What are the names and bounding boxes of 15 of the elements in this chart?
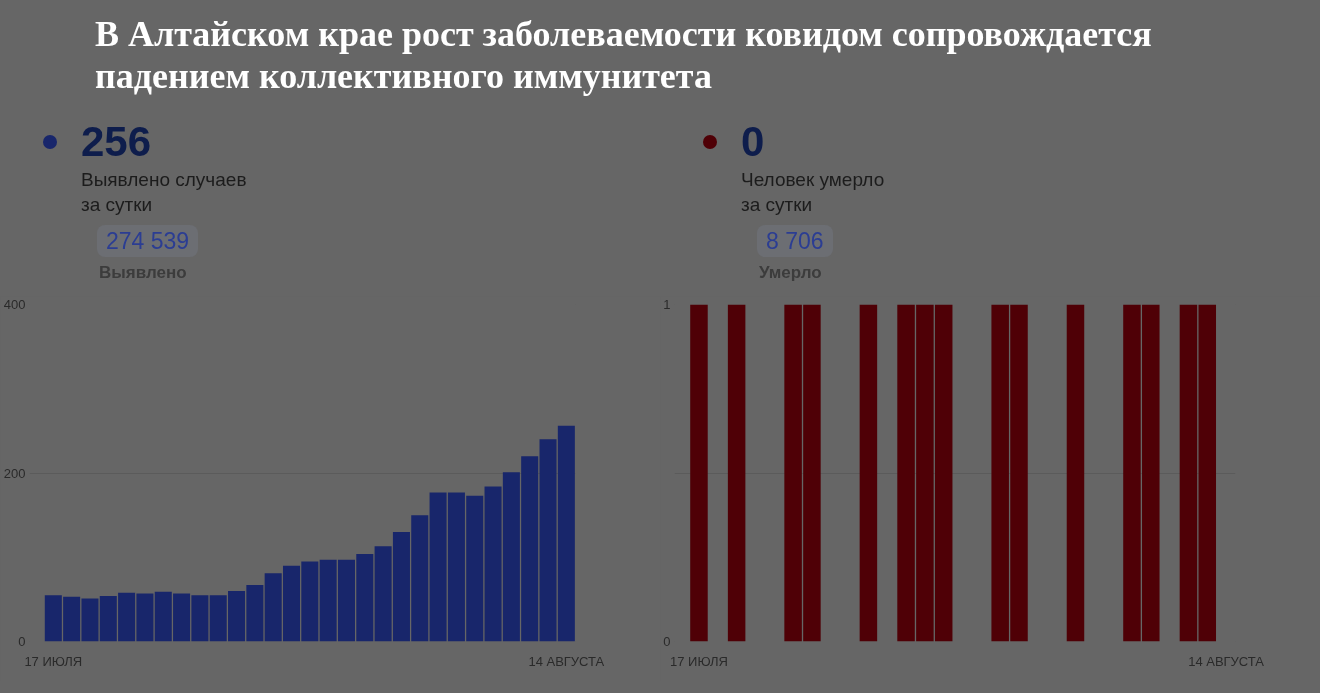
text: Человек умерло за сутки	[741, 168, 885, 217]
y-tick-label: 400	[3, 297, 26, 312]
y-tick-label: 0	[18, 634, 26, 649]
text: 8 706	[757, 225, 833, 257]
y-tick-label: 200	[3, 465, 26, 481]
chart-title: В Алтайском крае рост заболеваемости ковидом сопровождается падением коллективного иммунитета	[94, 13, 1153, 97]
text: Выявлено случаев за сутки	[81, 168, 247, 217]
x-tick-label: 17 ИЮЛЯ	[24, 653, 83, 669]
text: 274 539	[97, 225, 199, 257]
x-tick-label: 17 ИЮЛЯ	[670, 653, 728, 669]
y-tick-label: 1	[663, 297, 671, 312]
x-tick-label: 14 АВГУСТА	[528, 653, 605, 669]
x-tick-label: 14 АВГУСТА	[1188, 653, 1265, 669]
text: 256	[81, 118, 152, 165]
text: 0	[741, 118, 765, 165]
